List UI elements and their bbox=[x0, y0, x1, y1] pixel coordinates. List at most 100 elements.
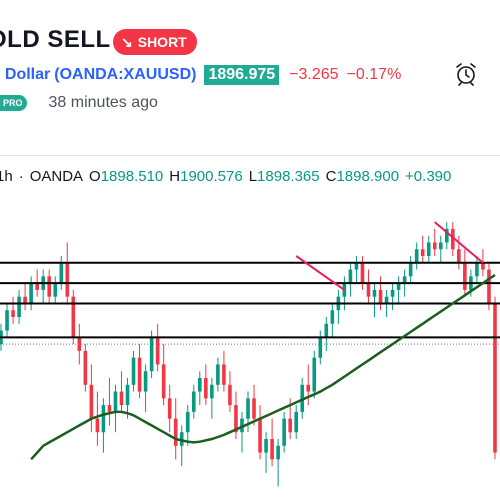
candle-body bbox=[83, 350, 88, 385]
candle-body bbox=[348, 269, 353, 284]
candle-body bbox=[270, 439, 274, 460]
candle-body bbox=[282, 418, 286, 446]
candle-body bbox=[264, 439, 268, 453]
price-chart[interactable] bbox=[0, 195, 500, 500]
moving-average-line bbox=[30, 273, 496, 461]
candle-body bbox=[384, 296, 389, 304]
symbol-row: . Dollar (OANDA:XAUUSD) 1896.975 −3.265 … bbox=[0, 64, 401, 86]
trend-line bbox=[295, 255, 345, 291]
arrow-down-right-icon: ↘ bbox=[121, 33, 133, 50]
candle-body bbox=[420, 249, 425, 256]
candle-body bbox=[288, 418, 292, 433]
candle-body bbox=[155, 337, 160, 365]
candle-body bbox=[137, 357, 142, 392]
candle-body bbox=[143, 371, 148, 392]
high-label: H bbox=[169, 168, 181, 185]
candle-body bbox=[481, 262, 485, 270]
candle-body bbox=[131, 357, 136, 385]
candle-body bbox=[463, 262, 467, 290]
candle-body bbox=[5, 310, 9, 331]
candle-body bbox=[390, 289, 395, 297]
candle-body bbox=[222, 364, 226, 385]
candle-body bbox=[487, 269, 491, 304]
candle-body bbox=[360, 262, 365, 284]
candle-body bbox=[216, 364, 220, 385]
candle-body bbox=[457, 249, 461, 263]
low-value: 1898.365 bbox=[257, 168, 320, 185]
candle-body bbox=[408, 262, 413, 277]
last-price-badge: 1896.975 bbox=[204, 65, 280, 85]
candle-body bbox=[228, 384, 232, 406]
bar-change-value: +0.390 bbox=[405, 168, 452, 185]
candle-body bbox=[119, 391, 124, 406]
candle-body bbox=[185, 411, 190, 433]
trend-line bbox=[434, 221, 484, 264]
candle-body bbox=[17, 296, 21, 317]
candle-body bbox=[89, 384, 94, 419]
candle-body bbox=[179, 432, 184, 446]
candle-body bbox=[173, 418, 178, 446]
candle-body bbox=[396, 283, 401, 290]
legend-separator: · bbox=[18, 168, 24, 185]
candle-body bbox=[342, 283, 347, 297]
candle-body bbox=[125, 384, 130, 406]
candle-body bbox=[107, 405, 112, 412]
candle-body bbox=[198, 378, 202, 392]
header-divider bbox=[0, 155, 500, 156]
ohlc-legend: 1h · OANDA O 1898.510 H 1900.576 L 1898.… bbox=[0, 168, 451, 185]
price-change: −3.265 bbox=[289, 66, 339, 83]
candle-body bbox=[330, 310, 335, 324]
candle-body bbox=[306, 384, 311, 392]
idea-title: OLD SELL bbox=[0, 26, 111, 53]
candle-body bbox=[258, 418, 262, 453]
high-value: 1900.576 bbox=[180, 168, 243, 185]
candle-body bbox=[312, 357, 317, 392]
open-value: 1898.510 bbox=[100, 168, 164, 185]
candle-body bbox=[149, 337, 154, 372]
close-value: 1898.900 bbox=[336, 168, 400, 185]
candle-body bbox=[204, 378, 208, 399]
short-badge-label: SHORT bbox=[137, 34, 187, 50]
open-label: O bbox=[89, 168, 101, 185]
candle-body bbox=[276, 445, 280, 460]
candle-body bbox=[451, 228, 455, 250]
candle-body bbox=[210, 384, 214, 399]
candle-body bbox=[113, 391, 118, 412]
candle-body bbox=[167, 398, 172, 419]
price-change-percent: −0.17% bbox=[346, 66, 402, 83]
candle-body bbox=[402, 276, 407, 284]
candle-body bbox=[432, 242, 437, 250]
idea-header: OLD SELL ↘ SHORT . Dollar (OANDA:XAUUSD)… bbox=[0, 0, 500, 150]
candle-body bbox=[252, 398, 256, 419]
candle-body bbox=[59, 262, 64, 284]
low-label: L bbox=[248, 168, 258, 185]
short-badge[interactable]: ↘ SHORT bbox=[113, 29, 197, 55]
timeframe-label[interactable]: 1h bbox=[0, 168, 13, 185]
candle-body bbox=[324, 323, 329, 338]
candle-body bbox=[294, 411, 298, 433]
candle-body bbox=[438, 242, 443, 250]
candle-body bbox=[35, 283, 39, 290]
broker-label: OANDA bbox=[29, 168, 84, 185]
candle-body bbox=[65, 262, 70, 297]
candle-body bbox=[318, 337, 323, 358]
candle-body bbox=[444, 228, 449, 243]
candle-body bbox=[161, 364, 166, 399]
candle-body bbox=[234, 405, 238, 433]
candle-body bbox=[71, 296, 76, 338]
candle-body bbox=[426, 242, 431, 256]
candle-body bbox=[53, 283, 58, 297]
pro-badge: PRO bbox=[0, 95, 27, 111]
candle-body bbox=[493, 303, 497, 453]
candle-body bbox=[378, 289, 383, 304]
candle-body bbox=[366, 283, 371, 297]
candle-body bbox=[101, 405, 106, 433]
candle-body bbox=[191, 391, 196, 412]
candle-body bbox=[23, 296, 27, 304]
alarm-clock-icon[interactable] bbox=[453, 61, 479, 87]
symbol-name-link[interactable]: . Dollar bbox=[0, 66, 51, 83]
candle-body bbox=[354, 262, 359, 270]
published-time: 38 minutes ago bbox=[48, 94, 158, 111]
author-row: PRO 38 minutes ago bbox=[0, 93, 158, 113]
symbol-code-link[interactable]: (OANDA:XAUUSD) bbox=[54, 66, 197, 83]
